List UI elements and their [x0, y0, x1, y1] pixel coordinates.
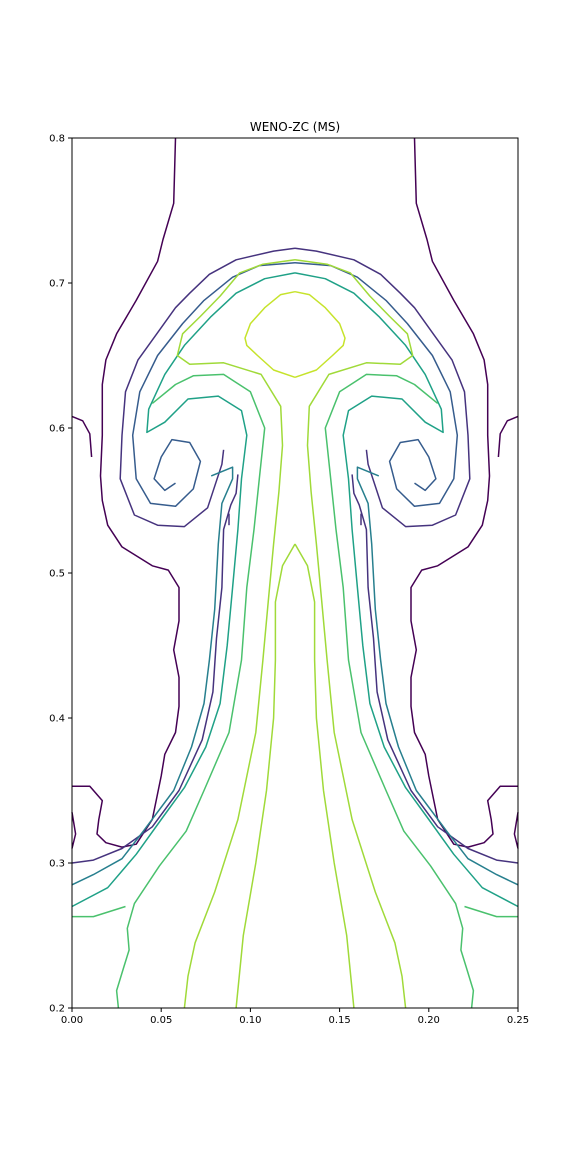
contour-line-11-right [294, 259, 414, 1009]
contour-line-8-right [294, 272, 519, 908]
contour-line-13-left [244, 290, 296, 379]
contour-line-6-right [294, 261, 459, 508]
y-tick-label: 0.6 [49, 424, 65, 435]
y-tick-label: 0.4 [49, 714, 65, 725]
chart-title: WENO-ZC (MS) [250, 120, 340, 134]
x-tick-label: 0.20 [418, 1015, 440, 1026]
y-axis: 0.2 0.3 0.4 0.5 0.6 0.7 0.8 [49, 134, 72, 1015]
contour-line-7-left [71, 466, 234, 886]
contour-line-5-right [351, 474, 519, 864]
y-tick-label: 0.7 [49, 279, 65, 290]
x-tick-label: 0.25 [507, 1015, 529, 1026]
contour-line-0-right [410, 137, 518, 848]
contour-line-1-left [71, 415, 93, 458]
contour-line-5-left [71, 474, 239, 864]
y-tick-label: 0.2 [49, 1004, 65, 1015]
contour-line-2-right [513, 812, 519, 849]
contour-layer [71, 137, 519, 1009]
contour-line-9-right [324, 373, 475, 1009]
x-tick-label: 0.15 [328, 1015, 350, 1026]
contour-line-12-right [294, 543, 355, 1009]
plot-frame [71, 137, 519, 1009]
contour-line-2-left [71, 812, 77, 849]
x-tick-label: 0.05 [150, 1015, 172, 1026]
contour-line-4-left [119, 247, 296, 528]
x-tick-label: 0.10 [239, 1015, 261, 1026]
contour-line-13-right [294, 290, 346, 379]
contour-line-9-left [115, 373, 266, 1009]
contour-line-6-left [131, 261, 296, 508]
contour-line-11-left [176, 259, 296, 1009]
x-axis: 0.00 0.05 0.10 0.15 0.20 0.25 [61, 1008, 529, 1026]
y-tick-label: 0.8 [49, 134, 65, 145]
y-tick-label: 0.3 [49, 859, 65, 870]
y-tick-label: 0.5 [49, 569, 65, 580]
contour-line-12-left [235, 543, 296, 1009]
contour-line-10-right [464, 905, 518, 918]
contour-line-0-left [72, 137, 180, 848]
contour-line-8-left [71, 272, 296, 908]
contour-line-4-right [294, 247, 471, 528]
contour-line-7-right [356, 466, 519, 886]
x-tick-label: 0.00 [61, 1015, 83, 1026]
contour-line-10-left [72, 905, 126, 918]
contour-line-1-right [497, 415, 519, 458]
